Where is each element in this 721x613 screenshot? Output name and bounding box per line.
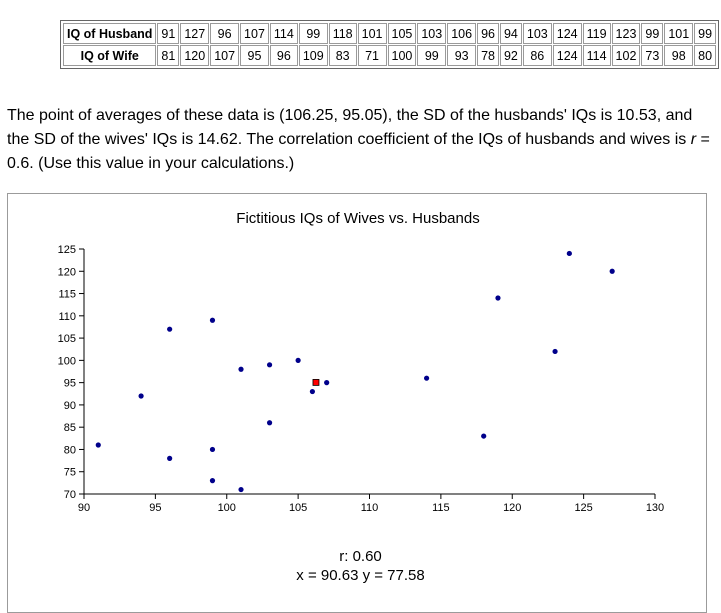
data-point bbox=[209, 478, 216, 484]
y-tick-label: 120 bbox=[58, 266, 76, 278]
x-tick-label: 105 bbox=[289, 502, 307, 514]
iq-data-table-container: IQ of Husband 91 127 96 107 114 99 118 101 105 10… bbox=[60, 20, 720, 69]
data-point bbox=[266, 362, 273, 368]
wife-iq-cell: 99 bbox=[417, 45, 447, 66]
wife-iq-cell: 73 bbox=[641, 45, 664, 66]
data-point bbox=[566, 250, 572, 257]
wife-iq-cell: 102 bbox=[611, 45, 641, 66]
data-point bbox=[309, 388, 315, 395]
x-tick-label: 130 bbox=[646, 502, 664, 514]
husband-iq-cell: 96 bbox=[210, 23, 240, 44]
y-tick-label: 70 bbox=[64, 489, 76, 501]
point-of-averages-marker bbox=[312, 379, 320, 386]
x-tick-label: 110 bbox=[361, 502, 379, 514]
wife-iq-cell: 114 bbox=[582, 45, 611, 66]
description-text-2: = 0.6. (Use this value in your calculati… bbox=[7, 131, 710, 172]
y-tick-label: 110 bbox=[58, 311, 76, 323]
data-point bbox=[95, 442, 101, 448]
x-tick-label: 95 bbox=[149, 502, 161, 514]
husband-iq-cell: 103 bbox=[417, 23, 447, 44]
description-paragraph: The point of averages of these data is (… bbox=[7, 104, 712, 176]
husband-iq-cell: 101 bbox=[357, 23, 387, 44]
husband-iq-cell: 119 bbox=[582, 23, 611, 44]
husband-iq-cell: 106 bbox=[447, 23, 477, 44]
data-point bbox=[167, 455, 173, 461]
wife-iq-cell: 92 bbox=[499, 45, 522, 66]
husband-iq-cell: 99 bbox=[641, 23, 664, 44]
husband-iq-cell: 96 bbox=[477, 23, 499, 44]
data-point bbox=[481, 433, 487, 439]
correlation-readout: r: 0.60 bbox=[339, 548, 382, 565]
husband-iq-cell: 99 bbox=[694, 23, 717, 44]
wife-iq-cell: 107 bbox=[210, 45, 240, 66]
y-tick-label: 115 bbox=[58, 289, 76, 301]
wife-iq-cell: 96 bbox=[269, 45, 298, 66]
x-tick-label: 100 bbox=[218, 502, 236, 514]
r-symbol: r bbox=[690, 131, 697, 148]
wife-iq-cell: 100 bbox=[387, 45, 417, 66]
wife-iq-cell: 71 bbox=[357, 45, 387, 66]
husband-iq-cell: 123 bbox=[611, 23, 641, 44]
data-point bbox=[209, 317, 216, 323]
husband-iq-cell: 114 bbox=[269, 23, 298, 44]
data-point bbox=[266, 420, 273, 426]
data-point bbox=[238, 486, 244, 493]
husband-iq-cell: 94 bbox=[499, 23, 522, 44]
y-tick-label: 105 bbox=[58, 333, 76, 345]
data-points bbox=[95, 250, 615, 493]
x-tick-label: 120 bbox=[503, 502, 521, 514]
y-tick-label: 125 bbox=[58, 244, 76, 256]
data-point bbox=[424, 375, 430, 381]
husband-iq-cell: 103 bbox=[522, 23, 552, 44]
wife-iq-cell: 109 bbox=[298, 45, 328, 66]
data-point bbox=[324, 380, 330, 386]
y-tick-label: 95 bbox=[64, 378, 76, 390]
y-tick-label: 90 bbox=[64, 400, 76, 412]
wife-iq-cell: 120 bbox=[180, 45, 210, 66]
wife-iq-cell: 78 bbox=[477, 45, 499, 66]
scatterplot[interactable]: Fictitious IQs of Wives vs. Husbands 90 9… bbox=[0, 0, 721, 545]
chart-title: Fictitious IQs of Wives vs. Husbands bbox=[236, 210, 479, 227]
wife-row: IQ of Wife 81 120 107 95 96 109 83 71 100 99 93 78 9… bbox=[63, 45, 717, 66]
cursor-coordinate-readout: x = 90.63 y = 77.58 bbox=[296, 567, 425, 584]
wife-iq-cell: 95 bbox=[240, 45, 269, 66]
husband-row: IQ of Husband 91 127 96 107 114 99 118 101 105 10… bbox=[63, 23, 717, 44]
x-tick-label: 125 bbox=[574, 502, 592, 514]
y-tick-label: 100 bbox=[58, 355, 76, 367]
axes: 90 95 100 105 110 115 120 125 130 70 75 80 85 90 95 100… bbox=[58, 244, 665, 514]
iq-data-table: IQ of Husband 91 127 96 107 114 99 118 101 105 10… bbox=[62, 22, 717, 67]
wife-iq-cell: 98 bbox=[664, 45, 694, 66]
husband-iq-cell: 127 bbox=[180, 23, 210, 44]
x-tick-label: 115 bbox=[432, 502, 450, 514]
husband-iq-cell: 118 bbox=[328, 23, 357, 44]
y-tick-label: 75 bbox=[64, 467, 76, 479]
husband-row-label: IQ of Husband bbox=[63, 23, 157, 44]
wife-iq-cell: 81 bbox=[157, 45, 180, 66]
husband-iq-cell: 101 bbox=[664, 23, 694, 44]
husband-iq-cell: 91 bbox=[157, 23, 180, 44]
data-point bbox=[238, 366, 244, 372]
data-point bbox=[609, 268, 615, 274]
wife-iq-cell: 80 bbox=[694, 45, 717, 66]
data-point bbox=[209, 446, 216, 453]
wife-iq-cell: 83 bbox=[328, 45, 357, 66]
x-tick-label: 90 bbox=[78, 502, 90, 514]
data-point bbox=[167, 326, 173, 332]
husband-iq-cell: 124 bbox=[552, 23, 582, 44]
wife-iq-cell: 86 bbox=[522, 45, 552, 66]
husband-iq-cell: 107 bbox=[240, 23, 269, 44]
data-point bbox=[552, 348, 558, 355]
data-point bbox=[495, 295, 501, 301]
y-tick-label: 85 bbox=[64, 422, 76, 434]
wife-row-label: IQ of Wife bbox=[63, 45, 157, 66]
husband-iq-cell: 99 bbox=[298, 23, 328, 44]
description-text-1: The point of averages of these data is (… bbox=[7, 107, 693, 148]
data-point bbox=[295, 357, 301, 363]
wife-iq-cell: 124 bbox=[552, 45, 582, 66]
husband-iq-cell: 105 bbox=[387, 23, 417, 44]
y-tick-label: 80 bbox=[64, 444, 76, 456]
wife-iq-cell: 93 bbox=[447, 45, 477, 66]
data-point bbox=[138, 393, 144, 399]
